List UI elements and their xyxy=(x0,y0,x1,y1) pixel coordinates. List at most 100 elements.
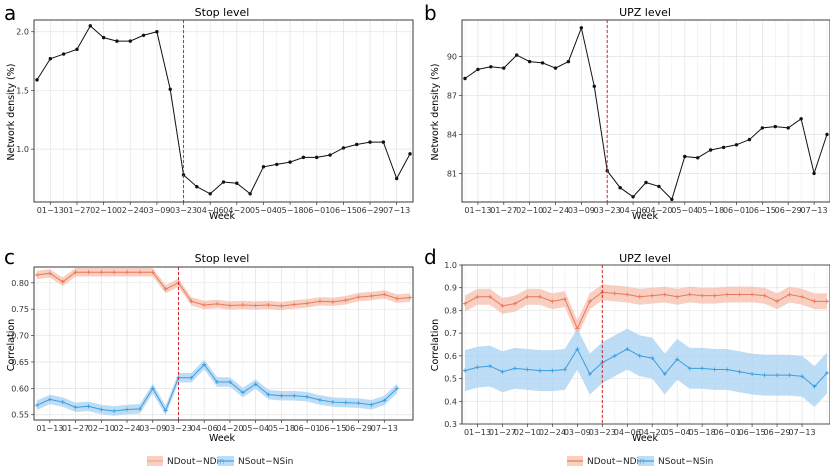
data-point xyxy=(305,301,310,306)
data-point xyxy=(88,24,92,28)
data-point xyxy=(515,53,519,57)
y-tick-label: 0.8 xyxy=(444,306,457,315)
y-tick-label: 84 xyxy=(447,130,457,139)
data-point xyxy=(189,375,194,380)
x-axis-label-c: Week xyxy=(209,433,236,444)
x-tick-label: 03−23 xyxy=(170,206,197,215)
x-tick-label: 02−24 xyxy=(117,206,144,215)
panel-letter-d: d xyxy=(424,245,437,269)
plot-a: 1.01.52.001−13 01−27 02−10 02−24 03−09 03−23 0… xyxy=(16,19,414,215)
y-axis-label-a: Network density (%) xyxy=(6,64,17,161)
data-point xyxy=(725,367,730,372)
data-point xyxy=(750,372,755,377)
x-tick-label: 03−09 xyxy=(568,206,595,215)
legend-c: NDout−NDin NSout−NSin xyxy=(147,456,293,467)
data-point xyxy=(240,302,245,307)
y-axis-label-c: Correlation xyxy=(6,319,17,371)
data-point xyxy=(675,294,680,299)
data-point xyxy=(125,270,130,275)
data-point xyxy=(227,303,232,308)
data-point xyxy=(163,408,168,413)
x-tick-label: 03−23 xyxy=(594,206,621,215)
x-tick-label: 04−20 xyxy=(645,206,672,215)
data-point xyxy=(587,299,592,304)
x-tick-label: 03−09 xyxy=(143,206,170,215)
data-point xyxy=(208,192,212,196)
data-point xyxy=(562,367,567,372)
x-axis-label-d: Week xyxy=(632,433,659,444)
x-tick-label: 01−13 xyxy=(36,424,63,433)
data-point xyxy=(341,146,346,150)
data-point xyxy=(540,61,545,65)
data-point xyxy=(369,294,374,299)
data-point xyxy=(712,367,717,372)
data-point xyxy=(550,368,555,373)
x-tick-label: 01−27 xyxy=(489,428,516,437)
data-point xyxy=(773,124,777,129)
x-tick-label: 02−24 xyxy=(539,428,566,437)
x-tick-label: 04−06 xyxy=(614,428,641,437)
data-point xyxy=(408,295,412,300)
x-tick-label: 06−01 xyxy=(714,428,741,437)
x-tick-label: 02−10 xyxy=(514,428,541,437)
x-tick-label: 06−01 xyxy=(294,424,321,433)
data-point xyxy=(657,184,661,189)
data-point xyxy=(381,140,386,144)
x-tick-label: 07−13 xyxy=(801,206,828,215)
data-point xyxy=(775,299,780,304)
data-point xyxy=(670,197,674,202)
plot-border xyxy=(33,19,414,203)
data-point xyxy=(112,409,117,414)
data-point xyxy=(163,287,168,292)
data-point xyxy=(266,392,271,397)
data-point xyxy=(86,404,91,409)
plot-b: 8184879001−1301−2702−1002−2403−0903−2304… xyxy=(447,19,830,215)
plot-border xyxy=(33,266,414,421)
data-point xyxy=(48,57,53,61)
data-point xyxy=(35,272,39,277)
data-point xyxy=(266,302,271,307)
data-point xyxy=(141,33,146,37)
y-axis-label-b: Network density (%) xyxy=(430,64,441,161)
data-point xyxy=(747,137,752,142)
x-tick-label: 03−23 xyxy=(589,428,616,437)
data-point xyxy=(762,293,767,298)
y-tick-label: 0.9 xyxy=(444,284,457,293)
data-point xyxy=(786,126,790,130)
x-tick-label: 06−29 xyxy=(775,206,802,215)
x-tick-label: 01−27 xyxy=(63,206,90,215)
data-point xyxy=(463,301,467,306)
data-point xyxy=(125,407,130,412)
confidence-band-orange xyxy=(465,284,827,337)
data-point xyxy=(637,294,642,299)
data-point xyxy=(683,154,687,159)
x-tick-label: 05−18 xyxy=(697,206,724,215)
x-tick-label: 05−04 xyxy=(671,206,698,215)
data-point xyxy=(537,368,542,373)
data-point xyxy=(700,366,705,371)
x-tick-label: 03−23 xyxy=(165,424,192,433)
panel-letter-c: c xyxy=(4,245,15,269)
x-tick-label: 06−29 xyxy=(764,428,791,437)
data-point xyxy=(750,292,755,297)
data-point xyxy=(825,370,829,375)
data-point xyxy=(799,117,803,121)
y-tick-label: 1.0 xyxy=(444,261,457,270)
data-point xyxy=(662,372,667,377)
data-point xyxy=(292,302,297,307)
legend-orange-label: NDout−NDin xyxy=(167,457,225,467)
data-point xyxy=(476,67,480,72)
data-point xyxy=(700,293,705,298)
y-tick-label: 0.6 xyxy=(444,352,457,361)
data-point xyxy=(115,39,119,43)
data-point xyxy=(382,398,387,403)
data-point xyxy=(487,294,492,299)
data-point xyxy=(525,294,530,299)
panel-letter-a: a xyxy=(4,1,16,25)
data-point xyxy=(253,382,258,387)
legend-blue-label: NSout−NSin xyxy=(238,457,293,467)
y-tick-label: 0.7 xyxy=(444,329,457,338)
chart-title-b: UPZ level xyxy=(619,6,671,19)
data-point xyxy=(155,30,159,34)
data-point xyxy=(75,47,79,52)
